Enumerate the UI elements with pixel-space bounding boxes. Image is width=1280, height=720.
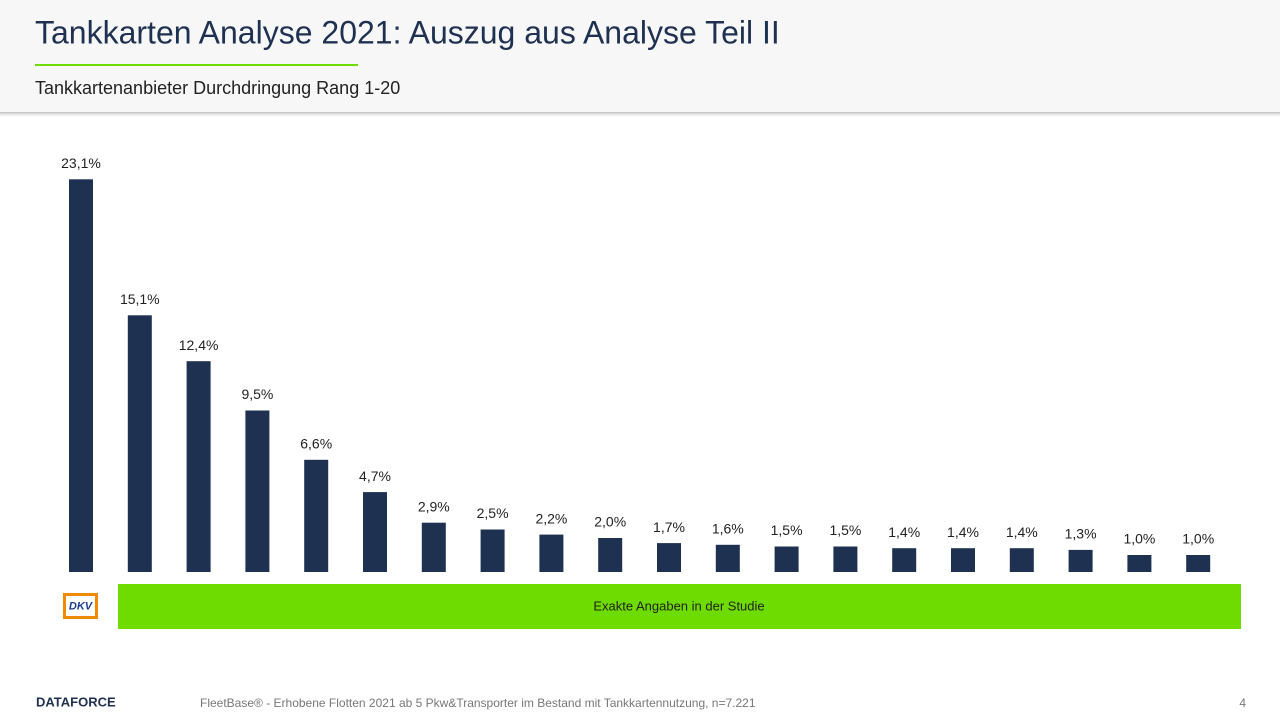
value-label: 4,7% [359, 468, 391, 484]
value-label: 9,5% [241, 386, 273, 402]
page-number: 4 [1239, 696, 1246, 710]
bar [421, 522, 446, 572]
bar [1186, 555, 1211, 572]
value-label: 1,0% [1123, 531, 1155, 547]
logo-text: DKV [69, 600, 94, 612]
value-label: 1,4% [888, 524, 920, 540]
note-text: Exakte Angaben in der Studie [593, 598, 764, 613]
value-label: 2,0% [594, 514, 626, 530]
bar [480, 529, 505, 572]
logo-inner [66, 596, 95, 616]
bar [304, 459, 329, 572]
bar [951, 548, 975, 572]
bar [598, 538, 623, 572]
bar [715, 544, 740, 572]
value-label: 23,1% [61, 155, 101, 171]
bar [69, 179, 93, 573]
header-band [0, 0, 1280, 112]
slide-title: Tankkarten Analyse 2021: Auszug aus Anal… [35, 14, 780, 50]
value-label: 1,0% [1182, 531, 1214, 547]
value-label: 15,1% [120, 291, 160, 307]
value-label: 12,4% [179, 337, 219, 353]
brand: DATAFORCE [36, 694, 116, 709]
bar [245, 410, 270, 572]
bar [1009, 548, 1034, 572]
bar [657, 543, 681, 572]
bar [833, 546, 858, 572]
note-bar [118, 584, 1241, 629]
source: FleetBase® - Erhobene Flotten 2021 ab 5 … [200, 696, 756, 710]
bar [1127, 555, 1152, 572]
bar [1068, 549, 1093, 572]
value-label: 2,5% [477, 505, 509, 521]
bar [892, 548, 917, 572]
bar [363, 492, 387, 572]
value-label: 1,7% [653, 519, 685, 535]
value-label: 2,2% [535, 510, 567, 526]
subtitle: Tankkartenanbieter Durchdringung Rang 1-… [35, 78, 400, 98]
bar [774, 546, 799, 572]
value-label: 1,5% [771, 522, 803, 538]
title-underline [35, 64, 358, 66]
header-shadow [0, 112, 1280, 118]
value-label: 1,4% [947, 524, 979, 540]
bar [127, 315, 152, 572]
value-label: 2,9% [418, 498, 450, 514]
value-label: 1,5% [829, 522, 861, 538]
value-label: 6,6% [300, 436, 332, 452]
value-label: 1,3% [1065, 526, 1097, 542]
value-label: 1,6% [712, 521, 744, 537]
value-label: 1,4% [1006, 524, 1038, 540]
bar [186, 361, 211, 572]
bar [539, 534, 564, 572]
